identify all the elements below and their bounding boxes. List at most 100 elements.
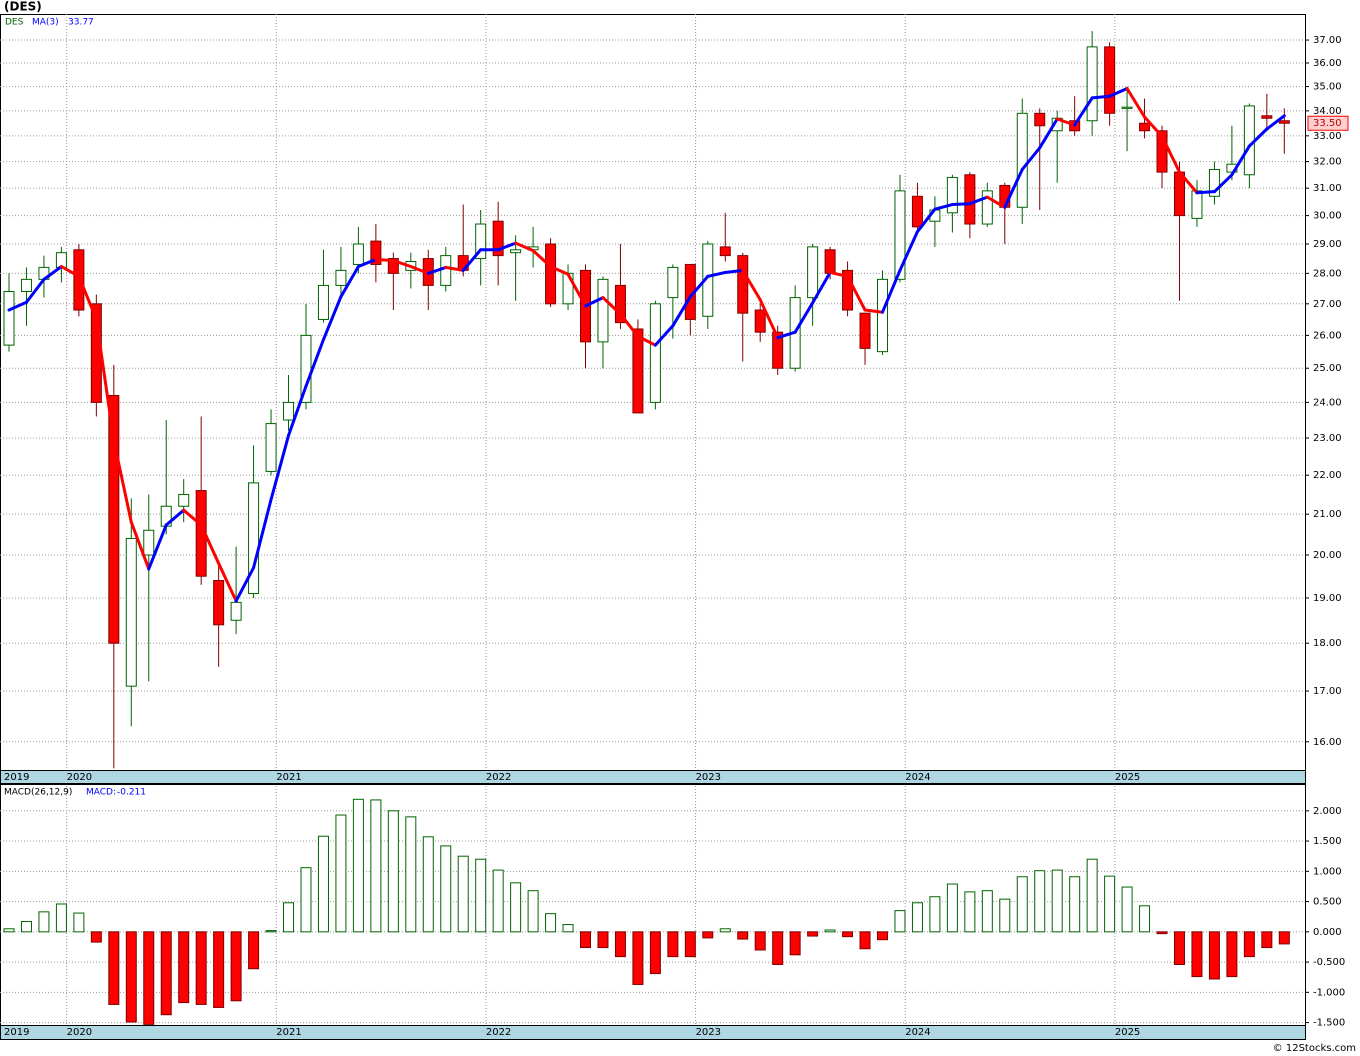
- macd-bar: [719, 928, 731, 933]
- ma-line: [1003, 167, 1024, 209]
- macd-bar: [38, 911, 50, 933]
- candle-body: [475, 223, 487, 260]
- ma-line: [1247, 127, 1269, 148]
- macd-bar: [405, 816, 417, 933]
- macd-bar: [457, 855, 469, 933]
- ma-line: [706, 270, 727, 278]
- y-tick-label: -0.500: [1313, 957, 1345, 968]
- macd-bar: [73, 912, 85, 933]
- ma-line: [287, 384, 308, 437]
- candle-body: [492, 220, 504, 257]
- ma-line: [1055, 117, 1077, 127]
- ma-line: [671, 295, 692, 328]
- y-tick-label: 1.000: [1313, 866, 1342, 877]
- ma-line: [1230, 144, 1251, 177]
- candle-body: [1278, 120, 1290, 124]
- ma-line: [968, 195, 989, 206]
- candle-body: [1191, 190, 1203, 219]
- macd-bar: [737, 931, 749, 940]
- ma-line: [1020, 146, 1042, 171]
- ma-line: [496, 241, 518, 252]
- macd-bar: [702, 931, 714, 939]
- ma-line: [182, 508, 203, 527]
- macd-bar: [1278, 931, 1290, 945]
- ma-line: [863, 308, 884, 314]
- y-tick-label: 2.000: [1313, 806, 1342, 817]
- ma-line: [1143, 115, 1164, 138]
- candle-body: [20, 278, 32, 292]
- macd-bar: [475, 858, 487, 933]
- candle-body: [877, 278, 888, 353]
- y-tick-label: 27.00: [1313, 299, 1342, 310]
- y-tick-label: 20.00: [1313, 550, 1342, 561]
- y-tick-label: 33.00: [1313, 131, 1342, 142]
- macd-bar: [1104, 875, 1116, 933]
- candle-body: [632, 328, 644, 414]
- ma-line: [42, 265, 63, 281]
- ma-line: [1195, 190, 1216, 195]
- ma-line: [1090, 94, 1112, 100]
- y-tick-label: 24.00: [1313, 397, 1342, 408]
- ma-line: [1038, 117, 1059, 150]
- date-band: [0, 770, 1306, 784]
- ma-line: [950, 202, 972, 207]
- macd-bar: [55, 903, 67, 933]
- ma-line: [828, 270, 850, 278]
- candle-body: [1104, 46, 1116, 114]
- candle-body: [964, 174, 976, 225]
- candle-body: [335, 269, 347, 286]
- candle-body: [545, 243, 557, 305]
- macd-bar: [1121, 886, 1133, 933]
- ma-line: [846, 274, 867, 312]
- y-tick-label: 25.00: [1313, 363, 1342, 374]
- candle-body: [649, 303, 661, 403]
- y-tick-label: -1.000: [1313, 987, 1345, 998]
- x-tick-label: 2022: [486, 1027, 511, 1038]
- candle-body: [370, 240, 382, 265]
- candle-body: [283, 401, 295, 421]
- y-tick-label: 21.00: [1313, 509, 1342, 520]
- macd-bar: [143, 931, 155, 1025]
- x-tick-label: 2023: [696, 1027, 721, 1038]
- ma-line: [7, 300, 28, 312]
- macd-bar: [335, 814, 347, 933]
- ma-line: [653, 324, 675, 347]
- candle-body: [387, 258, 399, 274]
- candle-body: [1261, 115, 1273, 119]
- candle-body: [719, 246, 731, 257]
- ma-line: [1265, 114, 1286, 131]
- candle-body: [352, 243, 364, 265]
- candle-body: [754, 309, 766, 333]
- ma-line: [915, 207, 937, 234]
- macd-bar: [911, 902, 923, 933]
- macd-bar: [1069, 876, 1081, 933]
- macd-bar: [317, 835, 329, 933]
- candle-body: [248, 482, 260, 595]
- ma-line: [112, 439, 133, 524]
- x-tick-label: 2021: [276, 1027, 301, 1038]
- candle-body: [824, 249, 836, 274]
- macd-bar: [125, 931, 137, 1023]
- macd-value: -0.211: [117, 788, 146, 798]
- candle-body: [911, 195, 923, 228]
- ma-line: [409, 265, 430, 275]
- macd-bar: [3, 928, 15, 933]
- candle-body: [946, 176, 958, 214]
- footer: © 12Stocks.com: [1273, 1043, 1356, 1054]
- macd-bar: [807, 931, 819, 937]
- y-tick-label: 1.500: [1313, 836, 1342, 847]
- ma-line: [24, 277, 46, 304]
- macd-bar: [90, 931, 102, 943]
- macd-bar: [894, 910, 906, 933]
- candle-body: [1156, 130, 1168, 173]
- macd-bar: [20, 921, 32, 933]
- legend-ma-value: 33.77: [68, 18, 94, 28]
- macd-bar: [580, 931, 592, 949]
- macd-bar: [999, 898, 1011, 933]
- ma-line: [636, 334, 657, 347]
- macd-title: MACD(26,12,9): [4, 788, 72, 798]
- ma-line: [723, 268, 745, 274]
- ma-line: [811, 270, 832, 305]
- macd-bar: [842, 931, 854, 938]
- macd-bar: [877, 931, 888, 941]
